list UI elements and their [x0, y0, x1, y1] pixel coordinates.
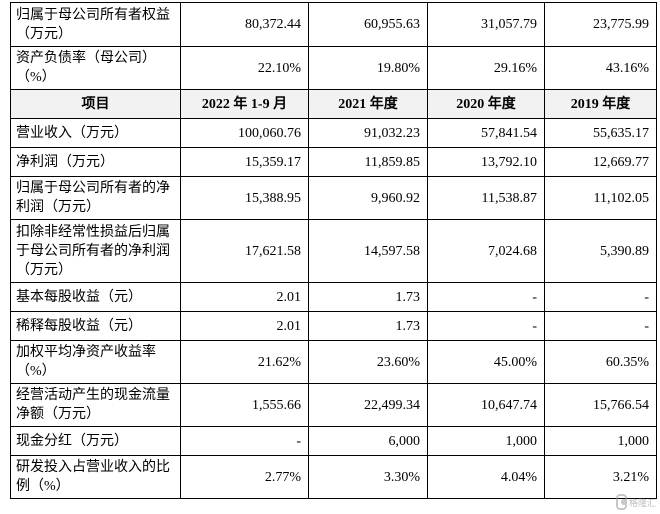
- row-label: 稀释每股收益（元）: [10, 311, 181, 341]
- cell-value: 13,792.10: [427, 147, 545, 177]
- row-label: 归属于母公司所有者的净利润（万元）: [10, 176, 181, 220]
- cell-value: 15,388.95: [180, 176, 309, 220]
- table-row: 研发投入占营业收入的比例（%） 2.77% 3.30% 4.04% 3.21%: [10, 455, 657, 499]
- cell-value: 12,669.77: [544, 147, 657, 177]
- cell-value: 100,060.76: [180, 118, 309, 148]
- cell-value: 11,538.87: [427, 176, 545, 220]
- cell-value: 60,955.63: [308, 2, 428, 47]
- cell-value: 23.60%: [308, 340, 428, 384]
- row-label: 资产负债率（母公司）（%）: [10, 46, 181, 90]
- cell-value: 11,859.85: [308, 147, 428, 177]
- cell-value: 22.10%: [180, 46, 309, 90]
- table-row: 净利润（万元） 15,359.17 11,859.85 13,792.10 12…: [10, 147, 657, 177]
- cell-value: 31,057.79: [427, 2, 545, 47]
- cell-value: 7,024.68: [427, 219, 545, 283]
- table-row: 资产负债率（母公司）（%） 22.10% 19.80% 29.16% 43.16…: [10, 46, 657, 90]
- row-label: 现金分红（万元）: [10, 426, 181, 456]
- table-row: 稀释每股收益（元） 2.01 1.73 - -: [10, 311, 657, 341]
- table-row: 归属于母公司所有者的净利润（万元） 15,388.95 9,960.92 11,…: [10, 176, 657, 220]
- row-label: 营业收入（万元）: [10, 118, 181, 148]
- header-cell-item: 项目: [10, 89, 181, 119]
- watermark: 格隆汇: [616, 493, 656, 511]
- cell-value: -: [427, 282, 545, 312]
- cell-value: 2.01: [180, 282, 309, 312]
- table-row: 现金分红（万元） - 6,000 1,000 1,000: [10, 426, 657, 456]
- cell-value: 2.77%: [180, 455, 309, 499]
- table-row: 经营活动产生的现金流量净额（万元） 1,555.66 22,499.34 10,…: [10, 383, 657, 427]
- row-label: 加权平均净资产收益率（%）: [10, 340, 181, 384]
- cell-value: 1,000: [544, 426, 657, 456]
- cell-value: 55,635.17: [544, 118, 657, 148]
- cell-value: -: [180, 426, 309, 456]
- row-label: 归属于母公司所有者权益（万元）: [10, 2, 181, 47]
- table-row: 加权平均净资产收益率（%） 21.62% 23.60% 45.00% 60.35…: [10, 340, 657, 384]
- cell-value: 15,359.17: [180, 147, 309, 177]
- gelonghui-logo-icon: [616, 494, 627, 510]
- cell-value: 57,841.54: [427, 118, 545, 148]
- cell-value: 11,102.05: [544, 176, 657, 220]
- cell-value: 4.04%: [427, 455, 545, 499]
- cell-value: 45.00%: [427, 340, 545, 384]
- row-label: 基本每股收益（元）: [10, 282, 181, 312]
- cell-value: 80,372.44: [180, 2, 309, 47]
- cell-value: 3.30%: [308, 455, 428, 499]
- cell-value: -: [544, 311, 657, 341]
- header-cell-period: 2022 年 1-9 月: [180, 89, 309, 119]
- cell-value: 1,555.66: [180, 383, 309, 427]
- cell-value: 14,597.58: [308, 219, 428, 283]
- watermark-text: 格隆汇: [628, 497, 656, 508]
- table-row: 基本每股收益（元） 2.01 1.73 - -: [10, 282, 657, 312]
- cell-value: 17,621.58: [180, 219, 309, 283]
- table-row: 归属于母公司所有者权益（万元） 80,372.44 60,955.63 31,0…: [10, 2, 657, 47]
- row-label: 经营活动产生的现金流量净额（万元）: [10, 383, 181, 427]
- cell-value: 19.80%: [308, 46, 428, 90]
- cell-value: 60.35%: [544, 340, 657, 384]
- row-label: 净利润（万元）: [10, 147, 181, 177]
- cell-value: 6,000: [308, 426, 428, 456]
- cell-value: 1,000: [427, 426, 545, 456]
- cell-value: 5,390.89: [544, 219, 657, 283]
- cell-value: 15,766.54: [544, 383, 657, 427]
- cell-value: 10,647.74: [427, 383, 545, 427]
- cell-value: 3.21%: [544, 455, 657, 499]
- cell-value: 22,499.34: [308, 383, 428, 427]
- header-cell-period: 2019 年度: [544, 89, 657, 119]
- cell-value: 43.16%: [544, 46, 657, 90]
- table-row: 营业收入（万元） 100,060.76 91,032.23 57,841.54 …: [10, 118, 657, 148]
- cell-value: 1.73: [308, 311, 428, 341]
- financial-data-table: 归属于母公司所有者权益（万元） 80,372.44 60,955.63 31,0…: [10, 2, 657, 499]
- header-cell-period: 2021 年度: [308, 89, 428, 119]
- table-row: 扣除非经常性损益后归属于母公司所有者的净利润（万元） 17,621.58 14,…: [10, 219, 657, 283]
- header-cell-period: 2020 年度: [427, 89, 545, 119]
- cell-value: 23,775.99: [544, 2, 657, 47]
- cell-value: 91,032.23: [308, 118, 428, 148]
- row-label: 扣除非经常性损益后归属于母公司所有者的净利润（万元）: [10, 219, 181, 283]
- cell-value: 21.62%: [180, 340, 309, 384]
- cell-value: 29.16%: [427, 46, 545, 90]
- cell-value: -: [544, 282, 657, 312]
- cell-value: 1.73: [308, 282, 428, 312]
- table-header-row: 项目 2022 年 1-9 月 2021 年度 2020 年度 2019 年度: [10, 89, 657, 119]
- row-label: 研发投入占营业收入的比例（%）: [10, 455, 181, 499]
- cell-value: 2.01: [180, 311, 309, 341]
- cell-value: 9,960.92: [308, 176, 428, 220]
- cell-value: -: [427, 311, 545, 341]
